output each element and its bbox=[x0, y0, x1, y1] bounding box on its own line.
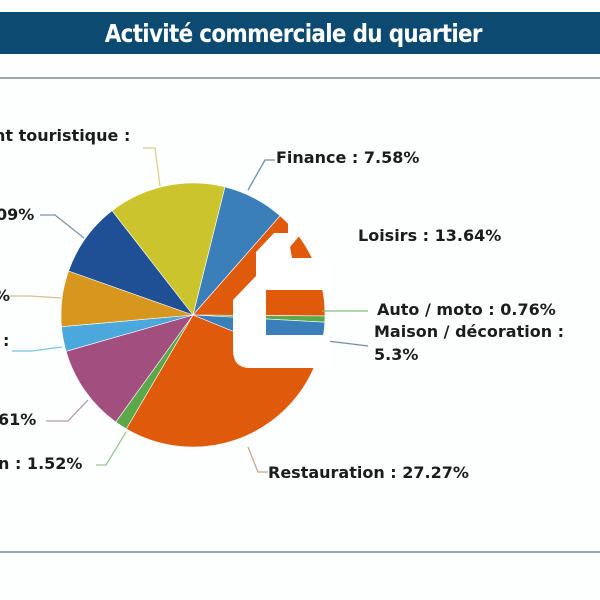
leader-line-dark-blue bbox=[40, 214, 85, 239]
top-divider bbox=[0, 77, 600, 79]
leader-line-61 bbox=[46, 399, 89, 422]
label-touristique: nt touristique : bbox=[0, 126, 130, 145]
leader-line-n bbox=[96, 431, 127, 466]
leader-line-gold bbox=[10, 295, 62, 299]
label-61: 61% bbox=[0, 410, 36, 429]
label-maison-line2: 5.3% bbox=[374, 345, 418, 364]
label-auto-moto: Auto / moto : 0.76% bbox=[377, 300, 556, 319]
leader-line-light-blue bbox=[12, 346, 63, 352]
title-banner: Activité commerciale du quartier bbox=[0, 12, 600, 54]
leader-line-touristique bbox=[143, 147, 161, 187]
label-maison-line1: Maison / décoration : bbox=[374, 322, 564, 341]
label-loisirs: Loisirs : 13.64% bbox=[358, 226, 501, 245]
label-dark-blue: 09% bbox=[0, 205, 34, 224]
leader-line-maison bbox=[326, 340, 369, 347]
label-gold: % bbox=[0, 286, 10, 305]
label-restauration: Restauration : 27.27% bbox=[268, 463, 469, 482]
leader-line-restauration bbox=[247, 446, 268, 473]
pie-slice-slice-6 bbox=[65, 314, 194, 423]
bottom-divider bbox=[0, 551, 600, 553]
label-n: n : 1.52% bbox=[0, 454, 82, 473]
pie-slice-nt-touristique bbox=[111, 182, 226, 316]
slice-labels: Finance : 7.58% Loisirs : 13.64% Auto / … bbox=[0, 126, 564, 482]
leader-lines bbox=[10, 147, 369, 473]
pie-slices bbox=[60, 182, 326, 448]
label-finance: Finance : 7.58% bbox=[276, 148, 419, 167]
leader-line-finance bbox=[247, 159, 275, 191]
label-light-blue: : bbox=[3, 331, 9, 350]
page-title: Activité commerciale du quartier bbox=[104, 18, 482, 48]
t-logo-icon bbox=[233, 214, 332, 368]
